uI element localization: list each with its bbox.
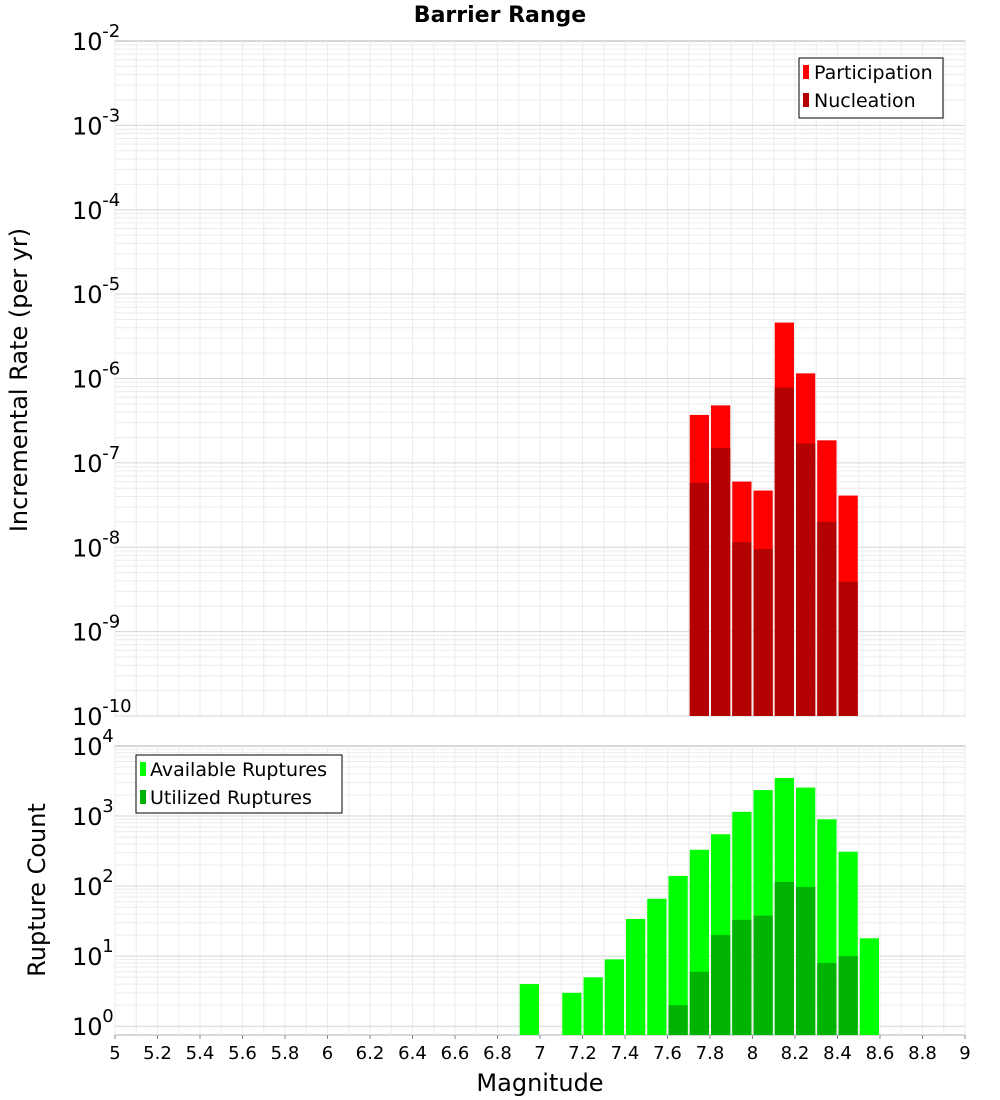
series2-bar — [796, 443, 816, 716]
series1-bar — [519, 984, 539, 1035]
series2-bar — [711, 448, 731, 716]
utilized-legend-label: Utilized Ruptures — [150, 787, 312, 809]
y-tick-label: 10 — [72, 366, 103, 394]
y-tick-label: 10 — [72, 534, 103, 562]
bottom-legend-box — [135, 754, 343, 814]
y-tick-label: 10 — [72, 450, 103, 478]
x-tick-label: 8 — [747, 1043, 758, 1064]
y-tick-exponent: -8 — [102, 527, 120, 548]
y-tick-label: 10 — [72, 703, 103, 731]
y-tick-exponent: 4 — [102, 726, 113, 747]
series2-bar — [689, 482, 709, 716]
x-tick-label: 8.6 — [866, 1043, 895, 1064]
x-tick-label: 7.8 — [696, 1043, 725, 1064]
utilized-legend-swatch — [140, 790, 146, 804]
top-legend: Participation Nucleation — [798, 57, 944, 119]
y-tick-exponent: -7 — [102, 443, 120, 464]
top-gridlines — [114, 41, 966, 717]
series2-bar — [668, 1005, 688, 1035]
top-legend-box — [798, 57, 944, 119]
nucleation-legend-swatch — [803, 93, 809, 107]
series2-bar — [817, 962, 837, 1035]
series2-bar — [796, 887, 816, 1035]
series2-bar — [774, 387, 794, 716]
x-tick-label: 7 — [534, 1043, 545, 1064]
x-tick-label: 5 — [109, 1043, 120, 1064]
bottom-y-axis-label: Rupture Count — [23, 803, 51, 977]
series2-bar — [689, 971, 709, 1035]
y-tick-label: 10 — [72, 197, 103, 225]
y-tick-label: 10 — [72, 112, 103, 140]
series1-bar — [668, 875, 688, 1035]
x-tick-label: 6.2 — [356, 1043, 385, 1064]
x-tick-label: 6.4 — [398, 1043, 427, 1064]
nucleation-legend-label: Nucleation — [814, 90, 916, 112]
series1-bar — [604, 959, 624, 1035]
y-tick-exponent: -10 — [102, 696, 131, 717]
y-tick-exponent: -4 — [102, 190, 120, 211]
y-tick-label: 10 — [72, 943, 103, 971]
series1-bar — [562, 992, 582, 1035]
bottom-legend: Available Ruptures Utilized Ruptures — [135, 754, 343, 814]
x-tick-label: 8.8 — [908, 1043, 937, 1064]
participation-legend-label: Participation — [814, 62, 933, 84]
series2-bar — [838, 956, 858, 1035]
y-tick-exponent: 0 — [102, 1006, 113, 1027]
x-tick-label: 5.2 — [143, 1043, 172, 1064]
x-axis-label: Magnitude — [476, 1069, 603, 1097]
available-legend-label: Available Ruptures — [150, 759, 327, 781]
x-tick-label: 6.8 — [483, 1043, 512, 1064]
series2-bar — [732, 919, 752, 1035]
y-tick-label: 10 — [72, 873, 103, 901]
series2-bar — [817, 521, 837, 716]
chart-title: Barrier Range — [414, 3, 586, 28]
series2-bar — [732, 542, 752, 716]
participation-legend-swatch — [803, 65, 809, 79]
y-tick-label: 10 — [72, 281, 103, 309]
bottom-bars — [519, 777, 879, 1035]
series1-bar — [626, 918, 646, 1035]
x-tick-labels: 5 5.2 5.4 5.6 5.8 6 6.2 6.4 6.6 6.8 7 7.2 7.4 7.6 7.8 8… — [109, 1035, 971, 1064]
y-tick-exponent: 2 — [102, 866, 113, 887]
y-tick-exponent: -2 — [102, 21, 120, 42]
x-tick-label: 8.2 — [781, 1043, 810, 1064]
y-tick-exponent: -3 — [102, 105, 120, 126]
series1-bar — [583, 977, 603, 1035]
y-tick-exponent: 3 — [102, 796, 113, 817]
x-tick-label: 5.4 — [186, 1043, 215, 1064]
top-y-axis-label: Incremental Rate (per yr) — [5, 228, 33, 532]
x-tick-label: 5.6 — [228, 1043, 257, 1064]
y-tick-label: 10 — [72, 619, 103, 647]
y-tick-exponent: -9 — [102, 612, 120, 633]
x-tick-label: 7.2 — [568, 1043, 597, 1064]
series2-bar — [838, 581, 858, 716]
y-tick-label: 10 — [72, 803, 103, 831]
y-tick-exponent: -6 — [102, 359, 120, 380]
available-legend-swatch — [140, 762, 146, 776]
series2-bar — [774, 881, 794, 1035]
y-tick-exponent: 1 — [102, 936, 113, 957]
top-bars — [689, 322, 858, 716]
x-tick-label: 7.6 — [653, 1043, 682, 1064]
series2-bar — [753, 549, 773, 716]
x-tick-label: 9 — [959, 1043, 970, 1064]
x-tick-label: 6 — [322, 1043, 333, 1064]
y-tick-exponent: -5 — [102, 274, 120, 295]
x-tick-label: 5.8 — [271, 1043, 300, 1064]
x-tick-label: 7.4 — [611, 1043, 640, 1064]
y-tick-label: 10 — [72, 1013, 103, 1041]
x-tick-label: 8.4 — [823, 1043, 852, 1064]
series1-bar — [647, 898, 667, 1035]
y-tick-label: 10 — [72, 28, 103, 56]
series1-bar — [859, 938, 879, 1035]
x-tick-label: 6.6 — [441, 1043, 470, 1064]
y-tick-label: 10 — [72, 733, 103, 761]
series2-bar — [753, 915, 773, 1035]
series2-bar — [711, 935, 731, 1035]
